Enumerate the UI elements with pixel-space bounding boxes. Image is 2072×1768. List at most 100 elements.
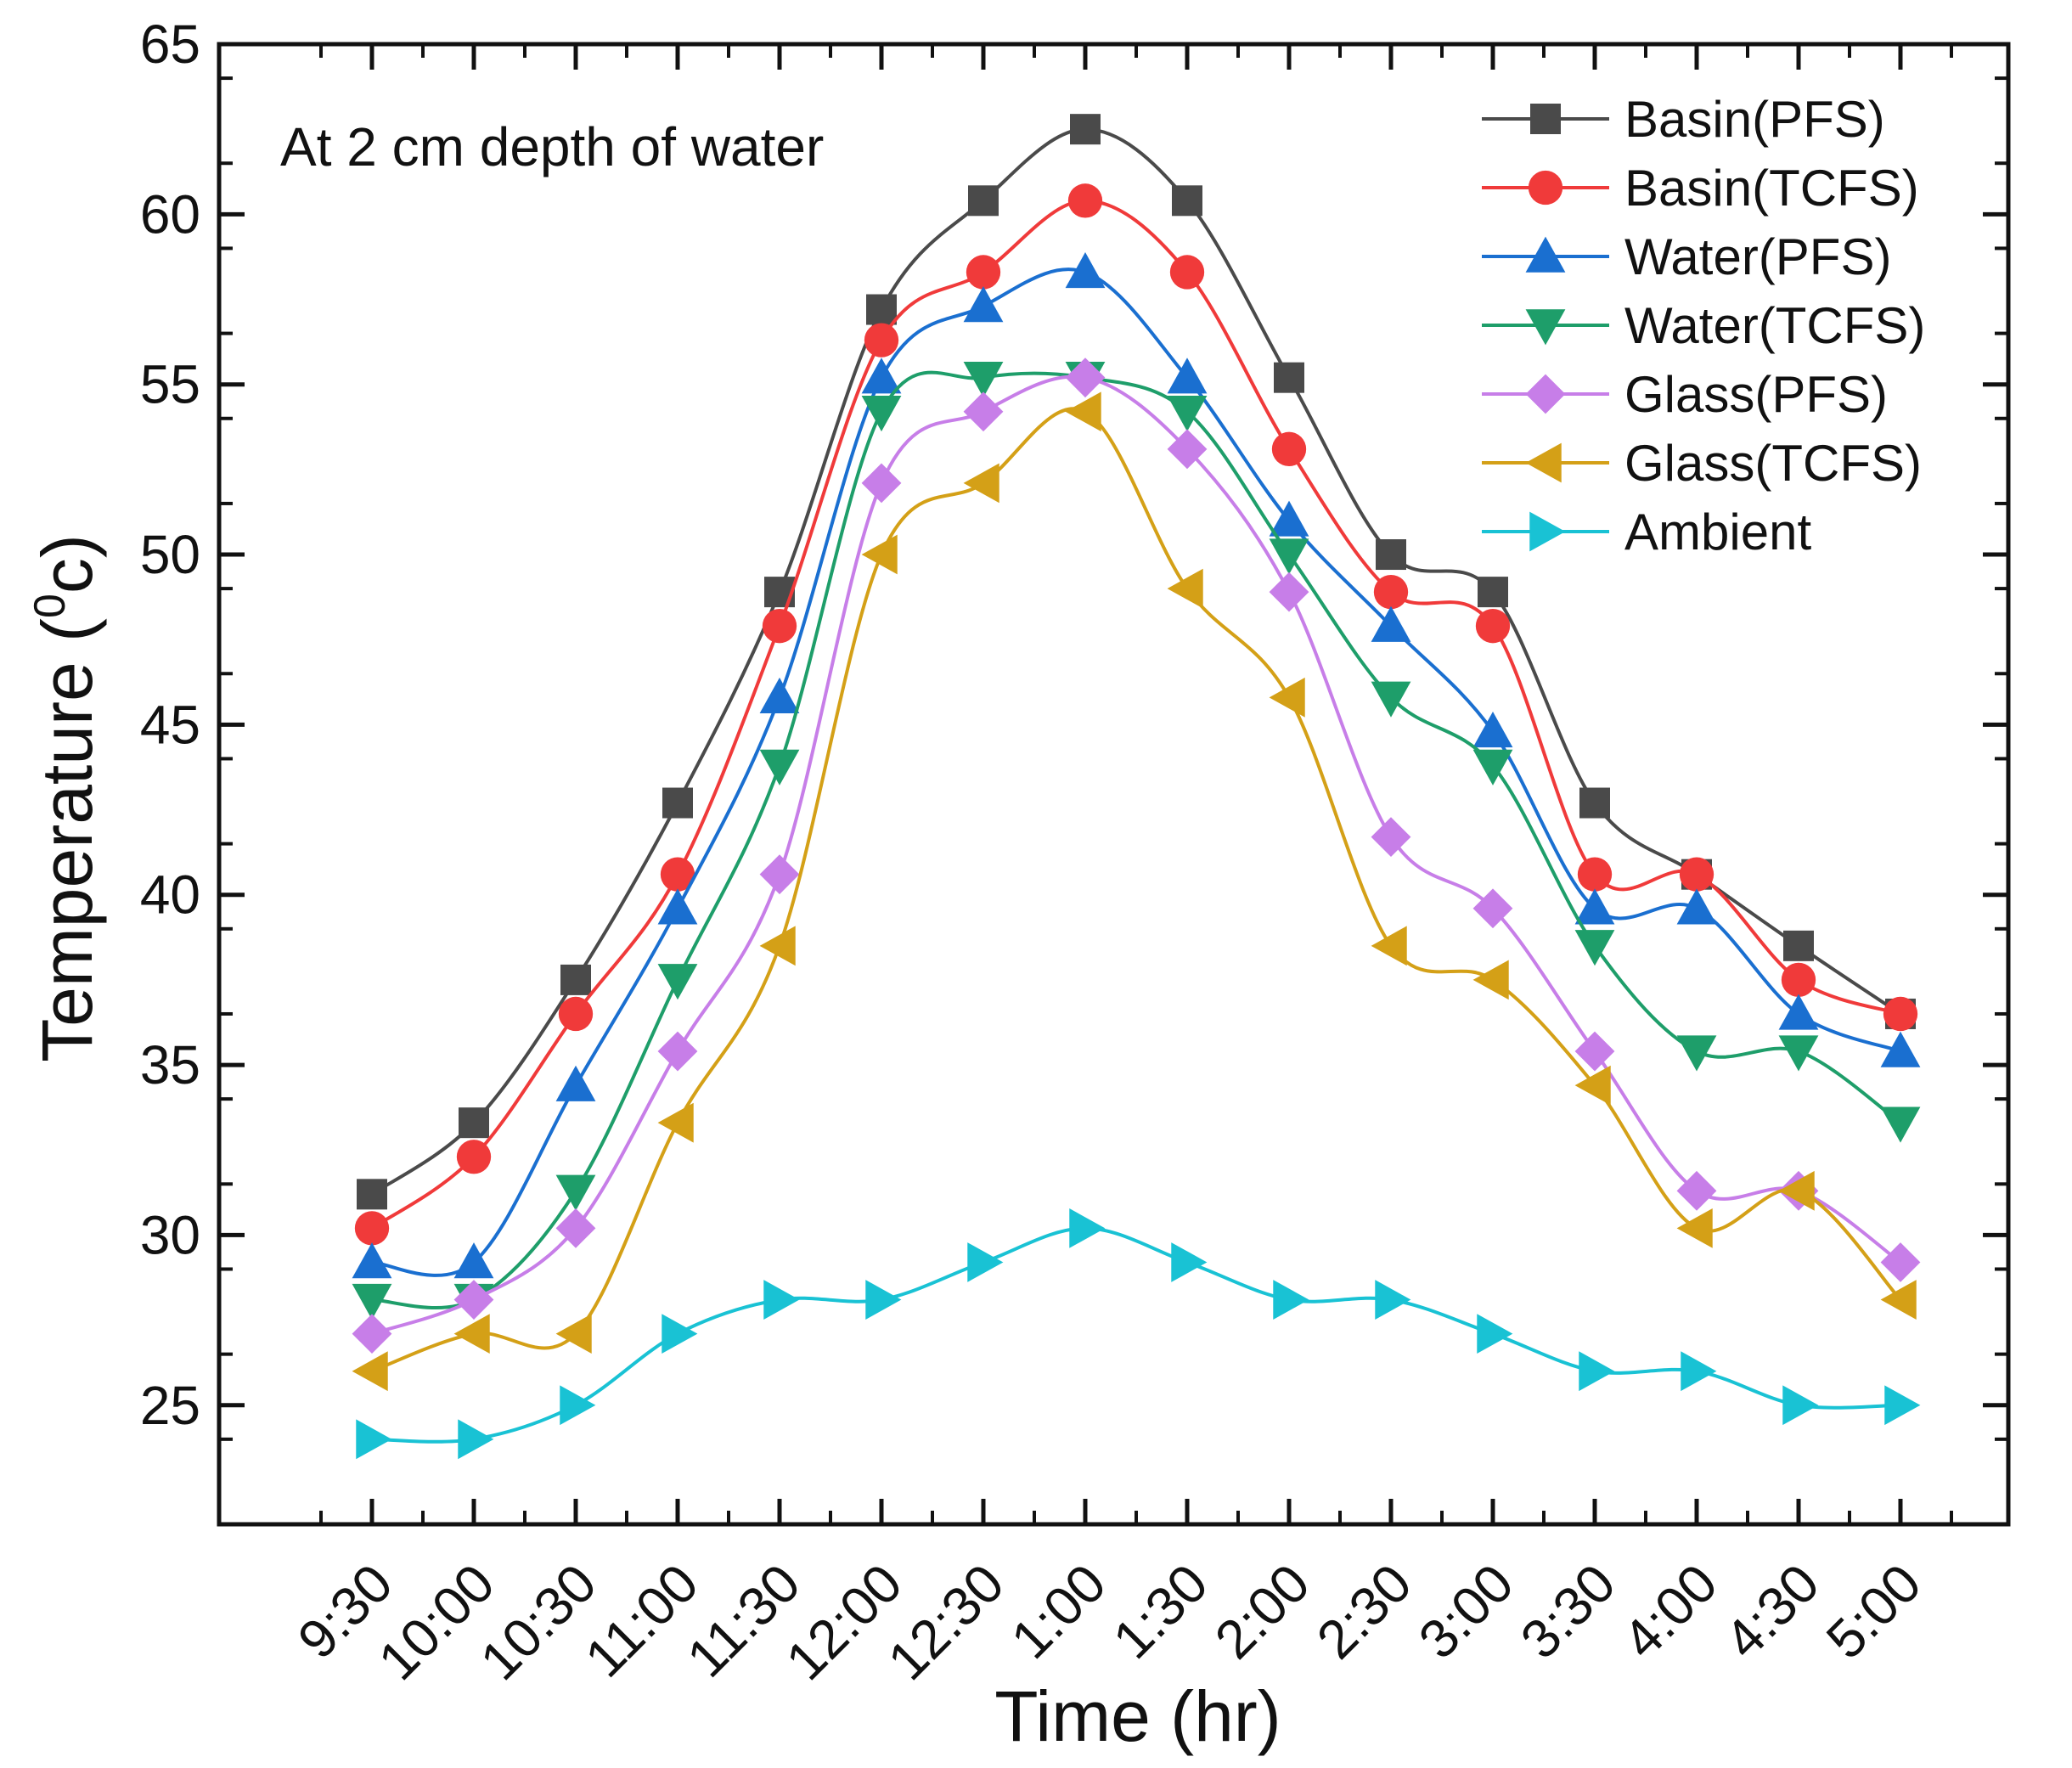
legend-marker <box>1525 309 1566 346</box>
data-point-glass-pfs <box>963 391 1004 432</box>
legend-marker <box>1525 374 1566 414</box>
x-tick-label: 1:00 <box>999 1552 1118 1670</box>
legend-label: Glass(TCFS) <box>1624 435 1922 492</box>
data-point-glass-tcfs <box>861 534 898 575</box>
data-point-glass-tcfs <box>1676 1208 1713 1248</box>
data-point-ambient <box>1782 1385 1819 1426</box>
series-line-basin-tcfs <box>370 199 1901 1230</box>
y-axis-title-unit: c) <box>27 534 107 594</box>
data-point-water-tcfs <box>1880 1106 1921 1143</box>
series-glass-pfs <box>352 358 1921 1354</box>
data-point-ambient <box>1681 1351 1717 1392</box>
data-point-basin-pfs <box>459 1107 489 1139</box>
data-point-ambient <box>1477 1314 1513 1354</box>
data-point-water-tcfs <box>861 396 902 432</box>
legend-label: Water(PFS) <box>1624 228 1891 285</box>
data-point-ambient <box>1273 1280 1309 1320</box>
x-tick-label: 4:00 <box>1611 1552 1729 1670</box>
data-point-glass-pfs <box>352 1314 392 1354</box>
data-point-glass-tcfs <box>1472 960 1509 1000</box>
data-point-basin-pfs <box>1070 114 1101 145</box>
series-line-glass-pfs <box>371 374 1902 1336</box>
data-point-glass-pfs <box>1574 1031 1615 1072</box>
data-point-water-pfs <box>1472 711 1513 748</box>
data-point-water-pfs <box>1269 500 1309 537</box>
data-point-basin-tcfs <box>558 996 594 1032</box>
data-point-water-pfs <box>1574 888 1615 925</box>
data-point-water-tcfs <box>1676 1035 1717 1072</box>
x-tick-label: 12:30 <box>876 1552 1016 1692</box>
data-point-basin-pfs <box>1274 362 1304 393</box>
x-tick-label: 2:30 <box>1305 1552 1423 1670</box>
y-tick-label: 25 <box>140 1375 200 1436</box>
data-point-water-pfs <box>1880 1031 1921 1067</box>
data-point-water-pfs <box>657 888 698 925</box>
data-point-basin-pfs <box>1376 539 1406 571</box>
legend: Basin(PFS) Basin(TCFS) Water(PFS) Water(TCF… <box>1482 91 1925 560</box>
data-point-basin-pfs <box>560 964 591 995</box>
series-line-water-pfs <box>371 267 1901 1277</box>
data-point-ambient <box>1375 1280 1411 1320</box>
data-point-water-tcfs <box>1472 749 1513 785</box>
data-point-glass-pfs <box>1065 358 1106 398</box>
data-point-glass-pfs <box>1880 1242 1921 1282</box>
data-point-glass-pfs <box>453 1280 494 1320</box>
data-point-glass-pfs <box>1472 888 1513 929</box>
data-point-basin-tcfs <box>1475 609 1511 644</box>
data-point-ambient <box>560 1385 596 1426</box>
x-tick-label: 10:00 <box>367 1552 506 1692</box>
y-tick-label: 60 <box>140 183 200 245</box>
data-point-basin-pfs <box>1478 577 1508 608</box>
data-point-basin-tcfs <box>966 255 1001 290</box>
legend-label: Basin(TCFS) <box>1624 160 1919 217</box>
data-point-glass-pfs <box>1269 572 1309 612</box>
data-point-water-pfs <box>1676 888 1717 925</box>
y-axis: 25 30 35 40 45 50 55 60 65 <box>140 14 2008 1441</box>
data-point-ambient <box>1069 1208 1106 1248</box>
data-point-water-tcfs <box>1574 930 1615 966</box>
data-point-glass-pfs <box>861 463 902 504</box>
y-tick-label: 65 <box>140 14 200 75</box>
data-point-glass-tcfs <box>759 926 796 966</box>
data-point-basin-tcfs <box>1577 857 1613 892</box>
data-point-water-tcfs <box>555 1174 596 1211</box>
data-point-water-pfs <box>1778 994 1819 1030</box>
y-tick-label: 50 <box>140 524 200 585</box>
data-point-basin-tcfs <box>1883 996 1918 1032</box>
data-point-basin-pfs <box>1172 185 1202 217</box>
data-point-basin-pfs <box>662 787 693 819</box>
x-tick-label: 10:30 <box>469 1552 608 1692</box>
series-line-basin-pfs <box>370 127 1902 1196</box>
data-point-glass-tcfs <box>1065 391 1101 432</box>
data-point-ambient <box>763 1280 800 1320</box>
series-ambient <box>356 1208 1921 1460</box>
data-point-water-tcfs <box>759 749 800 785</box>
data-point-glass-tcfs <box>657 1102 694 1143</box>
data-point-glass-tcfs <box>1880 1280 1917 1320</box>
data-point-basin-pfs <box>357 1179 387 1210</box>
x-tick-label: 2:00 <box>1203 1552 1321 1670</box>
y-axis-title-superscript: 0 <box>25 594 75 618</box>
legend-marker <box>1525 236 1566 273</box>
data-point-basin-pfs <box>968 185 999 217</box>
data-point-water-tcfs <box>1269 538 1309 575</box>
data-point-glass-tcfs <box>963 463 999 504</box>
data-point-water-tcfs <box>963 361 1004 398</box>
data-point-basin-pfs <box>866 294 897 325</box>
series-glass-tcfs <box>352 391 1917 1392</box>
data-point-ambient <box>662 1314 698 1354</box>
legend-item-water-tcfs: Water(TCFS) <box>1482 297 1925 354</box>
legend-label: Ambient <box>1624 504 1811 560</box>
data-point-water-pfs <box>352 1242 392 1279</box>
data-point-water-tcfs <box>1371 681 1411 718</box>
data-point-basin-tcfs <box>1067 183 1103 218</box>
legend-marker <box>1528 170 1563 206</box>
legend-label: Basin(PFS) <box>1624 91 1885 148</box>
x-axis-title: Time (hr) <box>994 1676 1281 1756</box>
x-tick-label: 1:30 <box>1101 1552 1219 1670</box>
data-point-glass-tcfs <box>555 1314 592 1354</box>
data-point-ambient <box>1579 1351 1615 1392</box>
x-tick-label: 11:00 <box>573 1552 710 1689</box>
data-point-water-pfs <box>453 1242 494 1279</box>
